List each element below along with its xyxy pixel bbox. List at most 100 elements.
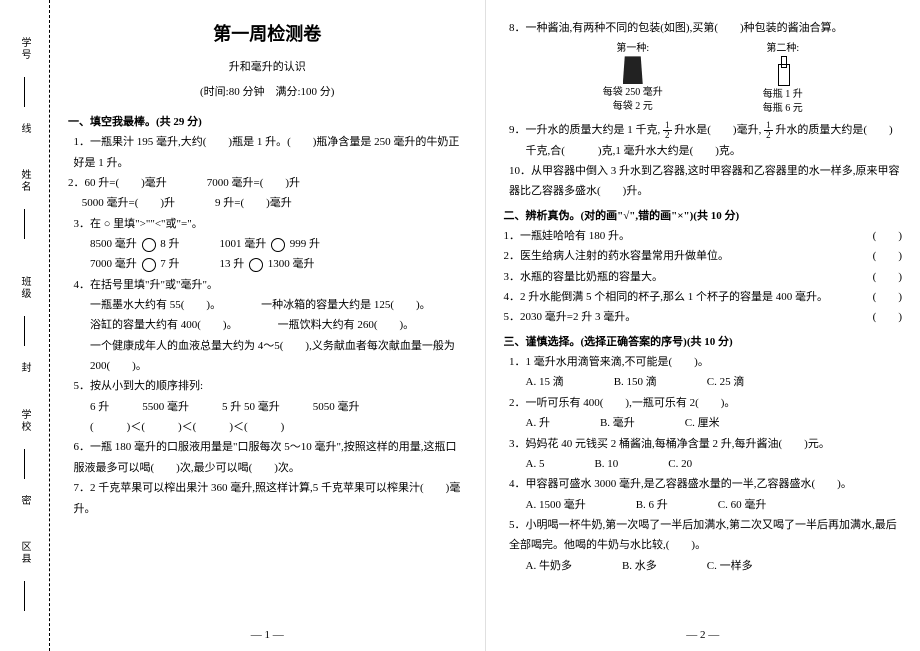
s3-q4: 4．甲容器可盛水 3000 毫升,是乙容器盛水量的一半,乙容器盛水( )。 (509, 474, 902, 494)
opt-b: B. 水多 (622, 556, 657, 576)
s1-q9: 9．一升水的质量大约是 1 千克, 12 升水是( )毫升, 12 升水的质量大… (509, 120, 902, 140)
product-2-b: 每瓶 6 元 (763, 102, 803, 116)
s2-q1: 1．一瓶娃哈哈有 180 升。( ) (504, 226, 903, 246)
s1-q4: 4．在括号里填"升"或"毫升"。 (74, 275, 467, 295)
s1-q10: 10．从甲容器中倒入 3 升水到乙容器,这时甲容器和乙容器里的水一样多,原来甲容… (509, 161, 902, 202)
section-3-head: 三、谨慎选择。(选择正确答案的序号)(共 10 分) (504, 332, 903, 352)
s1-q5a: 6 升 5500 毫升 5 升 50 毫升 5050 毫升 (90, 397, 467, 417)
s1-q3c: 7000 毫升 7 升 (90, 254, 180, 274)
page-number-1: — 1 — (251, 625, 284, 645)
page-number-2: — 2 — (686, 625, 719, 645)
s3-q3: 3．妈妈花 40 元钱买 2 桶酱油,每桶净含量 2 升,每升酱油( )元。 (509, 434, 902, 454)
sidebar-field-xingming: 姓名 (17, 169, 32, 242)
product-2-a: 每瓶 1 升 (763, 88, 803, 102)
sidebar-mark: 封 (19, 362, 30, 374)
s3-q4-opts: A. 1500 毫升 B. 6 升 C. 60 毫升 (526, 495, 903, 515)
s1-q5b: ( )＜( )＜( )＜( ) (90, 417, 467, 437)
product-2: 第二种: 每瓶 1 升 每瓶 6 元 (763, 42, 803, 116)
fraction-half-icon: 12 (663, 121, 672, 140)
s3-q2-opts: A. 升 B. 毫升 C. 厘米 (526, 413, 903, 433)
s1-q2-row2: 5000 毫升=( )升 9 升=( )毫升 (68, 193, 467, 213)
sidebar-mark: 线 (19, 123, 30, 135)
sidebar-underline (24, 581, 25, 611)
tf-blank: ( ) (873, 287, 902, 307)
s3-q3-opts: A. 5 B. 10 C. 20 (526, 454, 903, 474)
sidebar-label: 学号 (19, 37, 30, 61)
opt-c: C. 一样多 (707, 556, 753, 576)
s3-q5-opts: A. 牛奶多 B. 水多 C. 一样多 (526, 556, 903, 576)
opt-b: B. 毫升 (600, 413, 635, 433)
bottle-icon (778, 56, 788, 86)
s3-q1-opts: A. 15 滴 B. 150 滴 C. 25 滴 (526, 372, 903, 392)
s1-q3a: 8500 毫升 8 升 (90, 234, 180, 254)
sidebar-underline (24, 449, 25, 479)
opt-b: B. 10 (594, 454, 618, 474)
s1-q6: 6．一瓶 180 毫升的口服液用量是"口服每次 5～10 毫升",按照这样的用量… (74, 437, 467, 478)
s1-q2c: 5000 毫升=( )升 (68, 193, 175, 213)
sidebar-label: 姓名 (19, 169, 30, 193)
exam-title: 第一周检测卷 (68, 18, 467, 51)
tf-blank: ( ) (873, 267, 902, 287)
opt-c: C. 厘米 (685, 413, 720, 433)
opt-b: B. 150 滴 (614, 372, 657, 392)
opt-c: C. 20 (668, 454, 692, 474)
s1-q2a: 2．60 升=( )毫升 (68, 173, 167, 193)
opt-b: B. 6 升 (636, 495, 668, 515)
product-row: 第一种: 每袋 250 毫升 每袋 2 元 第二种: 每瓶 1 升 每瓶 6 元 (504, 42, 903, 116)
s1-q3: 3．在 ○ 里填">""<"或"="。 (74, 214, 467, 234)
sidebar-field-banji: 班级 封 (17, 276, 32, 374)
sidebar-field-quxian: 区县 (17, 541, 32, 614)
product-1-label: 第一种: (603, 42, 663, 56)
circle-blank-icon (142, 238, 156, 252)
binding-sidebar: 学号 线 姓名 班级 封 学校 密 区县 (0, 0, 50, 651)
s2-q5: 5．2030 毫升=2 升 3 毫升。( ) (504, 307, 903, 327)
page-2: 8．一种酱油,有两种不同的包装(如图),买第( )种包装的酱油合算。 第一种: … (486, 0, 920, 651)
opt-a: A. 15 滴 (526, 372, 564, 392)
opt-a: A. 5 (526, 454, 545, 474)
opt-a: A. 牛奶多 (526, 556, 572, 576)
page-1: 第一周检测卷 升和毫升的认识 (时间:80 分钟 满分:100 分) 一、填空我… (50, 0, 486, 651)
s1-q3d: 13 升 1300 毫升 (220, 254, 315, 274)
opt-a: A. 升 (526, 413, 550, 433)
tf-blank: ( ) (873, 226, 902, 246)
s2-q3: 3．水瓶的容量比奶瓶的容量大。( ) (504, 267, 903, 287)
s1-q4d: 一瓶饮料大约有 260( )。 (278, 315, 415, 335)
opt-c: C. 25 滴 (707, 372, 745, 392)
s2-q2: 2．医生给病人注射的药水容量常用升做单位。( ) (504, 246, 903, 266)
s1-q5: 5．按从小到大的顺序排列: (74, 376, 467, 396)
s3-q1: 1．1 毫升水用滴管来滴,不可能是( )。 (509, 352, 902, 372)
s3-q2: 2．一听可乐有 400( ),一瓶可乐有 2( )。 (509, 393, 902, 413)
s1-q4a: 一瓶墨水大约有 55( )。 (90, 295, 221, 315)
exam-subtitle: 升和毫升的认识 (68, 57, 467, 77)
s2-q4: 4．2 升水能倒满 5 个相同的杯子,那么 1 个杯子的容量是 400 毫升。(… (504, 287, 903, 307)
product-2-label: 第二种: (763, 42, 803, 56)
product-1-a: 每袋 250 毫升 (603, 86, 663, 100)
sidebar-underline (24, 77, 25, 107)
s1-q4b: 一种冰箱的容量大约是 125( )。 (261, 295, 431, 315)
opt-a: A. 1500 毫升 (526, 495, 586, 515)
circle-blank-icon (271, 238, 285, 252)
sidebar-label: 区县 (19, 541, 30, 565)
s1-q9d: 千克,合( )克,1 毫升水大约是( )克。 (526, 141, 903, 161)
s1-q3-row2: 7000 毫升 7 升 13 升 1300 毫升 (90, 254, 467, 274)
s1-q3b: 1001 毫升 999 升 (220, 234, 321, 254)
s3-q5: 5．小明喝一杯牛奶,第一次喝了一半后加满水,第二次又喝了一半后再加满水,最后全部… (509, 515, 902, 556)
s1-q4-row1: 一瓶墨水大约有 55( )。 一种冰箱的容量大约是 125( )。 (90, 295, 467, 315)
s1-q2b: 7000 毫升=( )升 (207, 173, 300, 193)
product-1-b: 每袋 2 元 (603, 100, 663, 114)
section-2-head: 二、辨析真伪。(对的画"√",错的画"×")(共 10 分) (504, 206, 903, 226)
s1-q8: 8．一种酱油,有两种不同的包装(如图),买第( )种包装的酱油合算。 (509, 18, 902, 38)
circle-blank-icon (249, 258, 263, 272)
sidebar-label: 学校 (19, 409, 30, 433)
sidebar-underline (24, 209, 25, 239)
fraction-half-icon: 12 (764, 121, 773, 140)
product-1: 第一种: 每袋 250 毫升 每袋 2 元 (603, 42, 663, 116)
sidebar-underline (24, 316, 25, 346)
pouch-icon (623, 56, 643, 84)
opt-c: C. 60 毫升 (718, 495, 767, 515)
s1-q3-row1: 8500 毫升 8 升 1001 毫升 999 升 (90, 234, 467, 254)
s1-q2d: 9 升=( )毫升 (215, 193, 292, 213)
sidebar-label: 班级 (19, 276, 30, 300)
circle-blank-icon (142, 258, 156, 272)
sidebar-field-xuexiao: 学校 密 (17, 409, 32, 507)
